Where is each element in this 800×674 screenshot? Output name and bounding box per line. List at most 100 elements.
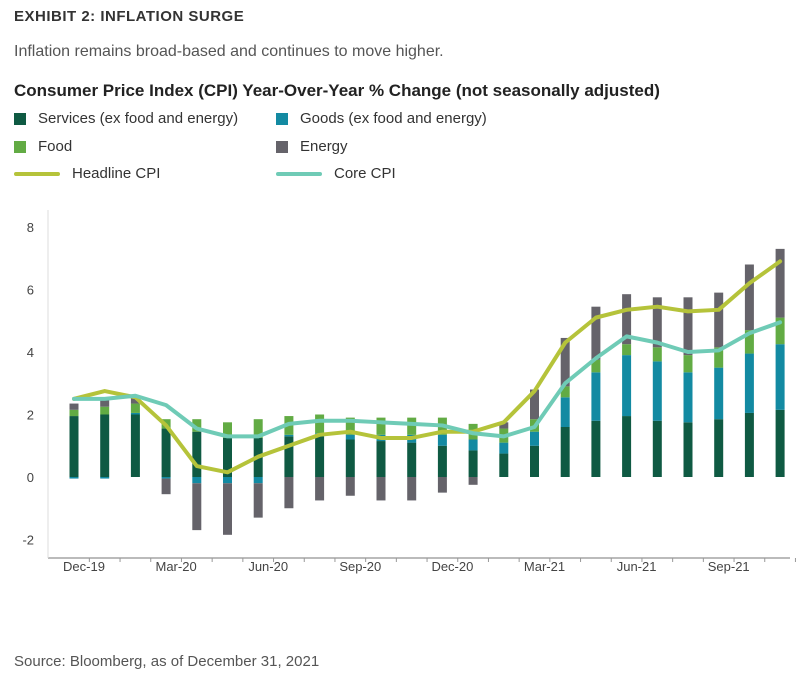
bar-services: [622, 416, 632, 477]
legend-services: Services (ex food and energy): [14, 110, 238, 127]
y-tick-label: -2: [22, 533, 34, 548]
bar-services: [315, 436, 325, 477]
bar-goods: [775, 344, 785, 410]
bar-food: [591, 359, 601, 373]
bar-food: [775, 317, 785, 345]
bar-services: [223, 437, 232, 477]
x-tick-label: Sep-21: [708, 559, 750, 574]
legend-food-swatch: [14, 140, 26, 153]
bar-energy: [530, 389, 539, 420]
cpi-chart: -2 0 2 4 6 8 Dec-19 Mar-20 Jun-20 Sep-20 Dec-20 Mar…: [22, 210, 796, 574]
bar-services: [530, 445, 539, 477]
x-tick-label: Sep-20: [339, 559, 381, 574]
y-tick-label: 0: [27, 470, 34, 485]
bar-energy: [315, 477, 325, 501]
chart-legend: Services (ex food and energy) Goods (ex …: [14, 108, 614, 188]
bar-goods: [192, 477, 202, 484]
bar-food: [652, 347, 662, 362]
bar-energy: [253, 483, 263, 518]
bar-services: [560, 427, 570, 477]
bar-goods: [100, 477, 110, 479]
bar-goods: [223, 477, 232, 484]
bar-food: [253, 419, 263, 438]
bar-services: [683, 422, 693, 477]
bar-energy: [345, 477, 355, 496]
bar-goods: [714, 367, 724, 420]
bar-services: [714, 419, 724, 477]
bar-energy: [499, 422, 509, 429]
bar-services: [345, 439, 355, 477]
bar-services: [284, 436, 294, 477]
legend-services-label: Services (ex food and energy): [38, 110, 239, 127]
bar-energy: [161, 478, 171, 495]
bar-goods: [652, 361, 662, 421]
bar-goods: [345, 434, 355, 440]
bar-energy: [437, 477, 447, 493]
bar-services: [69, 416, 79, 477]
y-tick-label: 8: [27, 220, 34, 235]
legend-services-swatch: [14, 112, 26, 125]
bar-goods: [683, 372, 693, 423]
bar-energy: [591, 306, 601, 360]
legend-food-label: Food: [38, 138, 73, 155]
bar-food: [130, 403, 140, 413]
bar-energy: [775, 248, 785, 318]
bar-goods: [744, 353, 754, 413]
legend-energy: Energy: [276, 138, 348, 155]
bar-services: [591, 420, 601, 477]
bar-food: [315, 414, 325, 434]
bar-goods: [499, 442, 509, 454]
bar-energy: [652, 297, 662, 348]
legend-energy-label: Energy: [300, 138, 348, 155]
y-tick-label: 6: [27, 283, 34, 298]
chart-title: Consumer Price Index (CPI) Year-Over-Yea…: [14, 81, 660, 100]
bar-food: [407, 417, 417, 435]
legend-food: Food: [14, 138, 72, 155]
bar-energy: [714, 292, 724, 348]
bar-energy: [284, 477, 294, 509]
y-tick-label: 2: [27, 408, 34, 423]
x-tick-label: Mar-20: [156, 559, 197, 574]
x-tick-label: Dec-20: [431, 559, 473, 574]
bar-goods: [622, 355, 632, 417]
legend-goods-label: Goods (ex food and energy): [300, 110, 487, 127]
bar-energy: [407, 477, 417, 501]
bar-services: [744, 412, 754, 477]
bar-goods: [284, 434, 294, 437]
bar-services: [192, 431, 202, 477]
legend-headline-label: Headline CPI: [72, 165, 161, 182]
bar-services: [775, 409, 785, 477]
bar-goods: [161, 477, 171, 479]
x-tick-label: Jun-21: [617, 559, 657, 574]
bar-energy: [622, 294, 632, 345]
x-tick-label: Dec-19: [63, 559, 105, 574]
bar-services: [652, 420, 662, 477]
bar-food: [622, 344, 632, 356]
legend-headline-line: [14, 171, 60, 176]
bar-food: [683, 355, 693, 373]
bar-food: [69, 409, 79, 417]
bar-services: [468, 450, 478, 477]
legend-goods-swatch: [276, 112, 288, 125]
bar-services: [130, 414, 140, 477]
bar-goods: [530, 431, 539, 446]
exhibit-label: EXHIBIT 2: INFLATION SURGE: [14, 8, 245, 25]
bar-goods: [468, 439, 478, 451]
bar-goods: [130, 412, 140, 415]
bar-energy: [560, 337, 570, 387]
bar-food: [192, 419, 202, 432]
bar-energy: [100, 397, 110, 407]
bar-food: [560, 386, 570, 398]
bar-energy: [223, 483, 232, 535]
line-core: [72, 320, 783, 439]
bar-energy: [468, 477, 478, 485]
bar-services: [437, 445, 447, 477]
bar-food: [223, 422, 232, 438]
legend-core-label: Core CPI: [334, 165, 396, 182]
bar-energy: [744, 264, 754, 331]
bar-food: [345, 417, 355, 435]
legend-energy-swatch: [276, 140, 288, 153]
legend-goods: Goods (ex food and energy): [276, 110, 487, 127]
bar-goods: [560, 397, 570, 427]
line-headline: [72, 259, 783, 475]
